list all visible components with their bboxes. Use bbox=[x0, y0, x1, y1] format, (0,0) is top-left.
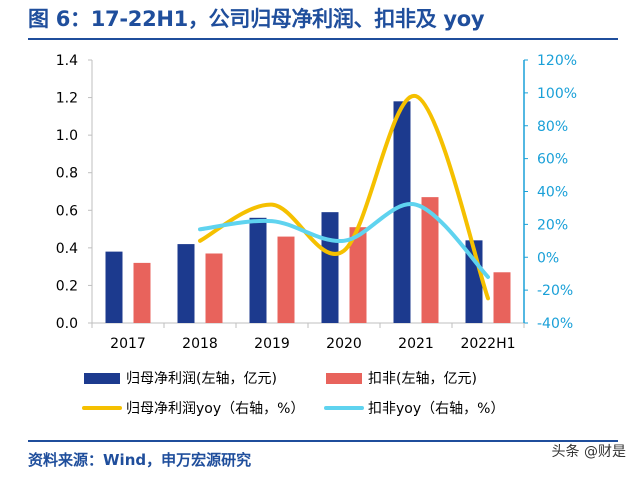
x-axis-tick-label: 2022H1 bbox=[460, 336, 515, 352]
right-axis-tick-label: 120% bbox=[537, 53, 577, 69]
left-axis-tick-label: 0.8 bbox=[56, 166, 78, 182]
left-axis-tick-label: 1.2 bbox=[56, 91, 78, 107]
bar-net-profit-2019 bbox=[249, 217, 267, 323]
left-axis-tick-label: 1.0 bbox=[56, 128, 78, 144]
x-axis-tick-label: 2018 bbox=[182, 336, 218, 352]
legend-label-3: 扣非yoy（右轴，%） bbox=[368, 401, 504, 417]
watermark: 头条 @财是 bbox=[551, 444, 626, 460]
right-axis-tick-label: 80% bbox=[537, 119, 568, 135]
legend-label-0: 归母净利润(左轴，亿元) bbox=[126, 370, 277, 387]
bar-deducted-2022H1 bbox=[493, 272, 511, 323]
left-axis-tick-label: 0.4 bbox=[56, 241, 78, 257]
right-axis-tick-label: -40% bbox=[537, 316, 573, 332]
left-axis-tick-label: 0.6 bbox=[56, 203, 78, 219]
legend-swatch-0 bbox=[84, 373, 120, 384]
line-net-profit-yoy bbox=[198, 94, 490, 301]
bar-net-profit-2017 bbox=[105, 251, 123, 323]
bar-deducted-2017 bbox=[133, 262, 151, 323]
source-rule bbox=[28, 440, 618, 442]
figure-title: 图 6：17-22H1，公司归母净利润、扣非及 yoy bbox=[28, 7, 485, 31]
bar-deducted-2020 bbox=[349, 227, 367, 323]
legend-label-1: 扣非(左轴，亿元) bbox=[368, 371, 477, 387]
x-axis-tick-label: 2020 bbox=[326, 336, 362, 352]
right-axis-tick-label: 0% bbox=[537, 250, 559, 266]
line-deducted-yoy bbox=[198, 202, 490, 279]
bar-deducted-2018 bbox=[205, 253, 223, 323]
right-axis-tick-label: -20% bbox=[537, 283, 573, 299]
left-axis-tick-label: 0.2 bbox=[56, 278, 78, 294]
x-axis-tick-label: 2021 bbox=[398, 336, 434, 352]
title-rule bbox=[28, 38, 618, 40]
right-axis-tick-label: 20% bbox=[537, 217, 568, 233]
right-axis-tick-label: 100% bbox=[537, 86, 577, 102]
legend-label-2: 归母净利润yoy（右轴，%） bbox=[126, 400, 304, 417]
bar-net-profit-2020 bbox=[321, 212, 339, 323]
bar-net-profit-2018 bbox=[177, 244, 195, 323]
left-axis-tick-label: 1.4 bbox=[56, 53, 78, 69]
right-axis-tick-label: 60% bbox=[537, 152, 568, 168]
bar-deducted-2019 bbox=[277, 236, 295, 323]
legend-swatch-1 bbox=[326, 373, 362, 384]
x-axis-tick-label: 2017 bbox=[110, 336, 146, 352]
right-axis-tick-label: 40% bbox=[537, 185, 568, 201]
bar-net-profit-2021 bbox=[393, 101, 411, 323]
source-note: 资料来源：Wind，申万宏源研究 bbox=[28, 451, 252, 469]
left-axis-tick-label: 0.0 bbox=[56, 316, 78, 332]
bar-deducted-2021 bbox=[421, 197, 439, 323]
x-axis-tick-label: 2019 bbox=[254, 336, 290, 352]
